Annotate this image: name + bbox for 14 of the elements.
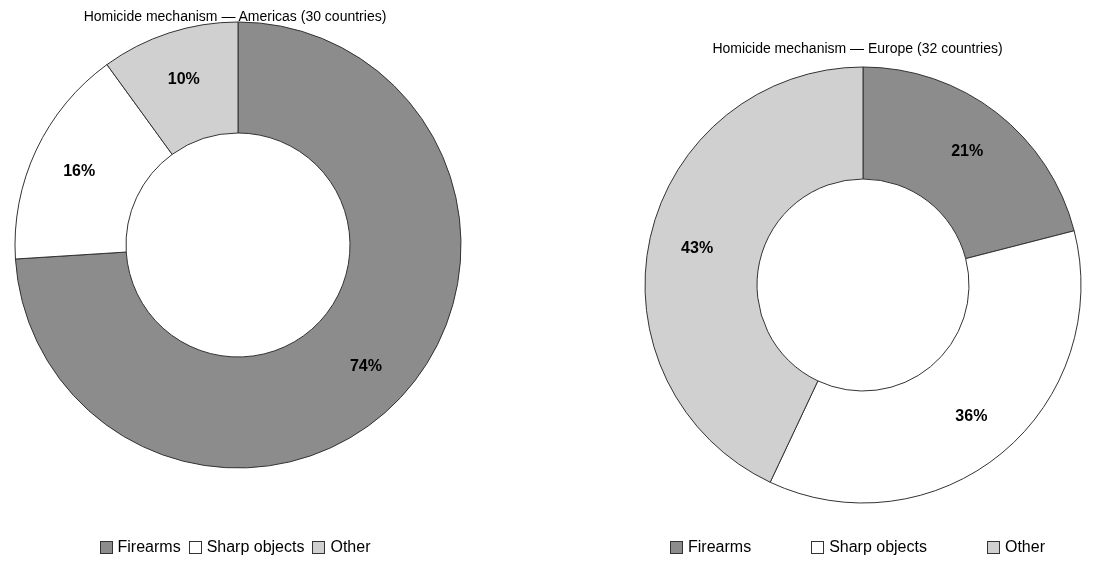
legend-label: Sharp objects [828,538,927,556]
chart-title: Homicide mechanism — Europe (32 countries) [711,40,1004,56]
legend-label: Sharp objects [205,538,305,556]
data-label: 74% [349,356,382,374]
data-label: 36% [955,407,988,425]
data-label: 43% [681,239,714,257]
legend-label: Firearms [687,538,752,556]
data-label: 21% [951,142,984,160]
legend-label: Firearms [116,538,181,556]
data-label: 16% [63,161,96,179]
legend-label: Other [1003,538,1045,556]
legend-label: Other [329,538,371,556]
data-label: 10% [167,69,200,87]
chart-title: Homicide mechanism — Americas (30 countries) [82,8,388,24]
